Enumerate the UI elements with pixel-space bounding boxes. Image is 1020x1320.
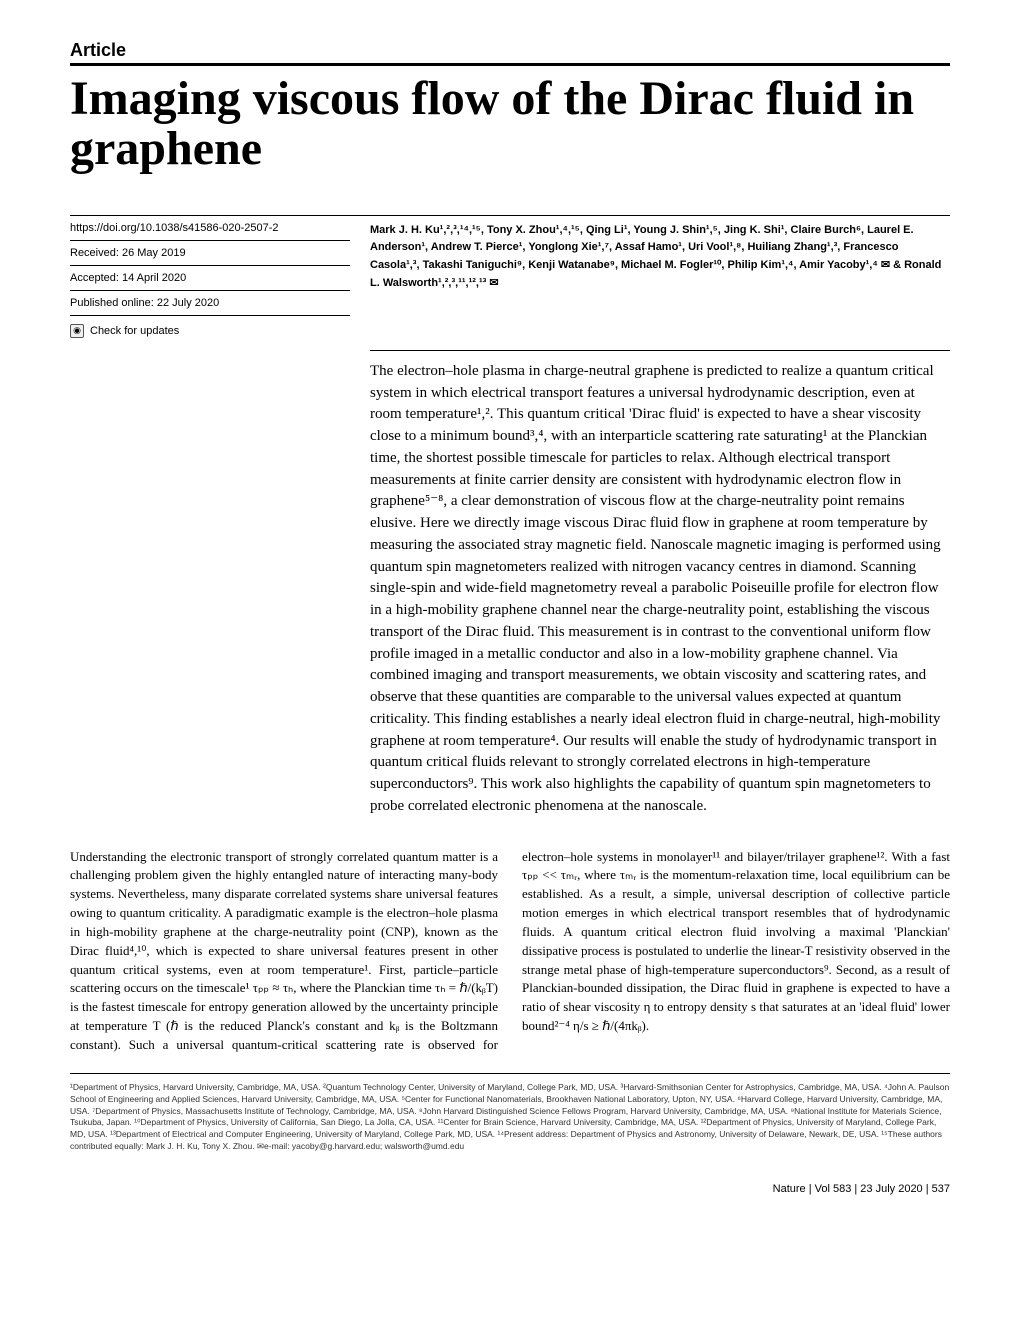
article-label: Article [70, 40, 950, 66]
doi-link[interactable]: https://doi.org/10.1038/s41586-020-2507-… [70, 216, 350, 241]
abstract-section: The electron–hole plasma in charge-neutr… [70, 350, 950, 818]
check-updates-icon: ◉ [70, 324, 84, 338]
body-text: Understanding the electronic transport o… [70, 848, 950, 1055]
page-footer: Nature | Vol 583 | 23 July 2020 | 537 [70, 1183, 950, 1195]
meta-left-column: https://doi.org/10.1038/s41586-020-2507-… [70, 216, 350, 338]
page-title: Imaging viscous flow of the Dirac fluid … [70, 74, 950, 175]
received-date: Received: 26 May 2019 [70, 241, 350, 266]
meta-section: https://doi.org/10.1038/s41586-020-2507-… [70, 215, 950, 338]
abstract-spacer [70, 350, 350, 818]
body-paragraph-1: Understanding the electronic transport o… [70, 849, 498, 1052]
authors-list: Mark J. H. Ku¹,²,³,¹⁴,¹⁵, Tony X. Zhou¹,… [370, 216, 950, 338]
affiliations: ¹Department of Physics, Harvard Universi… [70, 1073, 950, 1153]
check-updates-link[interactable]: ◉ Check for updates [70, 316, 350, 338]
published-date: Published online: 22 July 2020 [70, 291, 350, 316]
accepted-date: Accepted: 14 April 2020 [70, 266, 350, 291]
check-updates-label: Check for updates [90, 325, 179, 337]
abstract-text: The electron–hole plasma in charge-neutr… [370, 350, 950, 818]
